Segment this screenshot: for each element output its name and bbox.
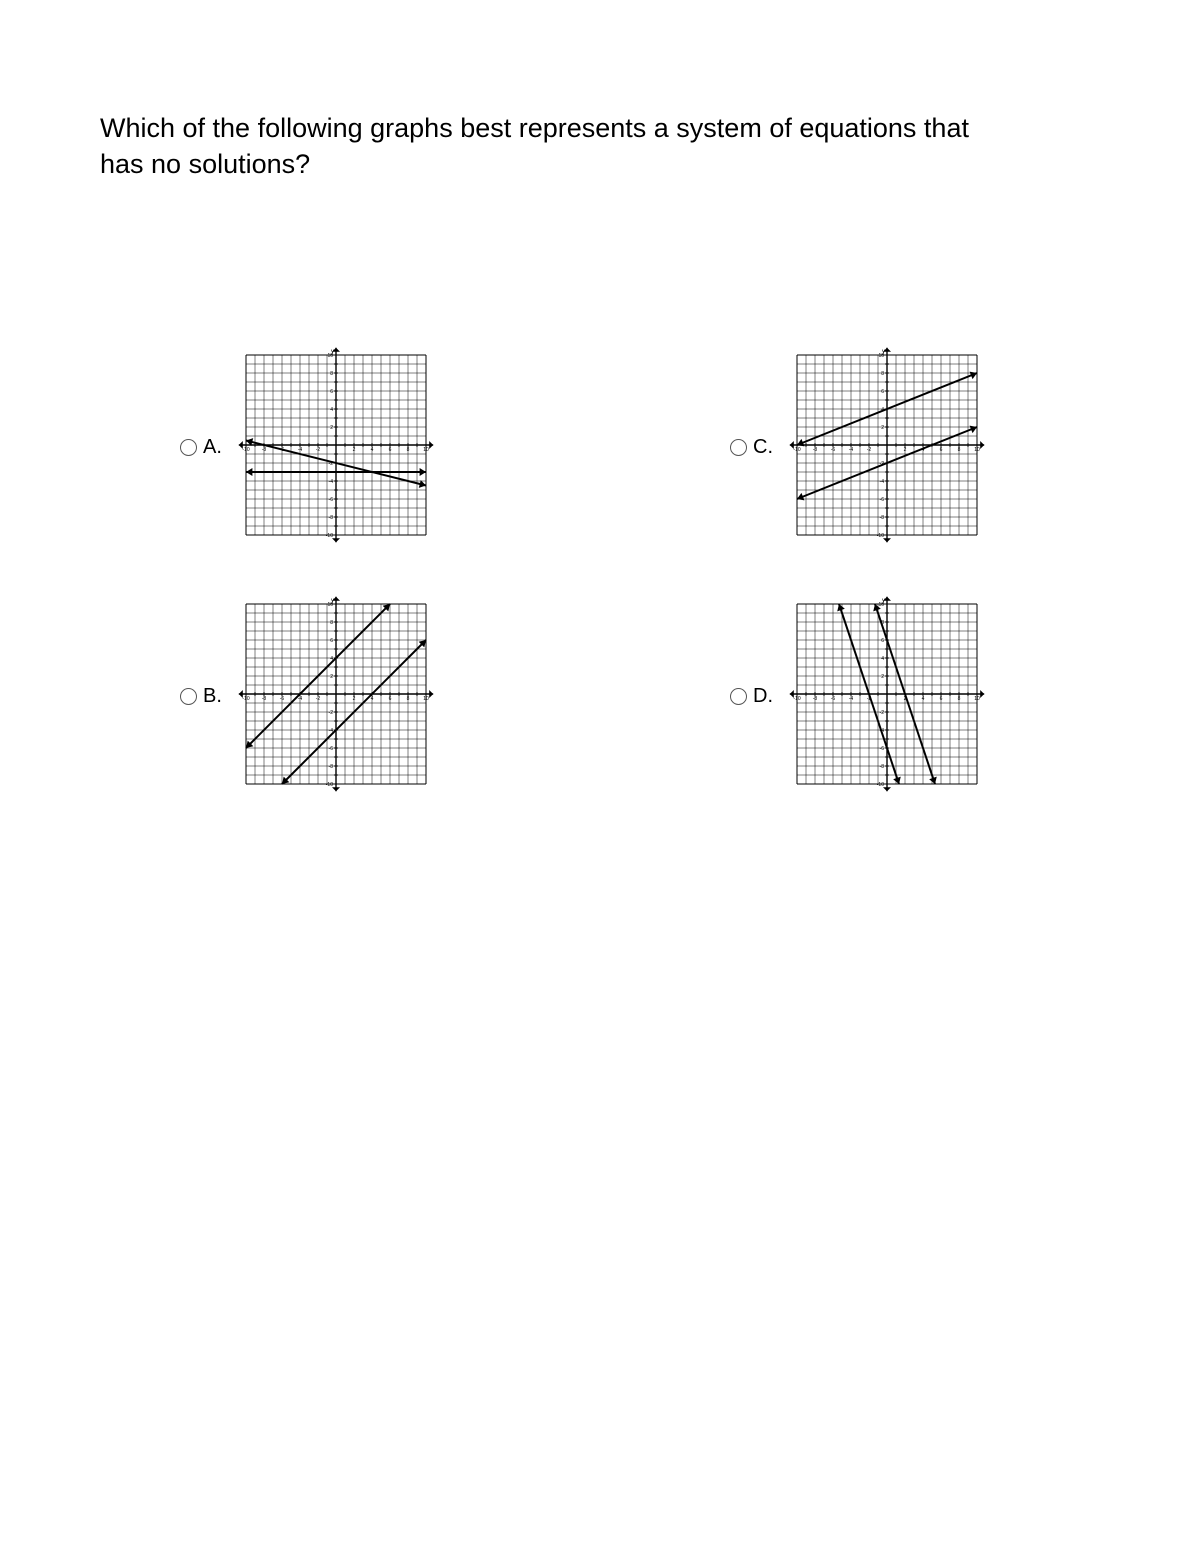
svg-text:-4: -4 [880,479,885,485]
svg-text:4: 4 [330,407,333,413]
svg-text:-10: -10 [877,533,884,539]
svg-text:8: 8 [330,620,333,626]
graph-b: -10-10-8-8-6-6-4-4-2-2224466881010y [234,592,438,801]
svg-text:4: 4 [371,696,374,702]
svg-text:-10: -10 [877,782,884,788]
svg-text:2: 2 [904,447,907,453]
svg-text:-2: -2 [328,710,333,716]
svg-text:8: 8 [958,696,961,702]
svg-text:-4: -4 [849,447,854,453]
svg-text:-8: -8 [813,696,818,702]
svg-text:10: 10 [423,447,429,453]
svg-text:-10: -10 [326,533,333,539]
choice-a[interactable]: A. -10-10-8-8-6-6-4-4-2-2224466881010y [180,343,530,552]
svg-text:10: 10 [974,447,980,453]
svg-text:-2: -2 [880,710,885,716]
svg-text:-6: -6 [328,746,333,752]
svg-text:6: 6 [330,638,333,644]
svg-text:6: 6 [389,696,392,702]
svg-text:8: 8 [958,447,961,453]
svg-text:-4: -4 [849,696,854,702]
choice-label-d: D. [753,685,773,708]
graph-d: -10-10-8-8-6-6-4-4-2-2224466881010y [785,592,989,801]
svg-text:6: 6 [881,638,884,644]
svg-text:6: 6 [940,696,943,702]
svg-text:4: 4 [922,696,925,702]
svg-text:y: y [331,349,334,355]
svg-text:2: 2 [353,696,356,702]
svg-text:-6: -6 [880,497,885,503]
choice-b[interactable]: B. -10-10-8-8-6-6-4-4-2-2224466881010y [180,592,530,801]
graph-a: -10-10-8-8-6-6-4-4-2-2224466881010y [234,343,438,552]
radio-icon[interactable] [730,439,747,456]
svg-text:-6: -6 [280,696,285,702]
svg-text:-8: -8 [328,515,333,521]
svg-text:y: y [882,349,885,355]
svg-text:2: 2 [330,674,333,680]
svg-text:-6: -6 [831,696,836,702]
radio-icon[interactable] [730,688,747,705]
svg-text:8: 8 [881,371,884,377]
svg-text:4: 4 [881,656,884,662]
choice-c[interactable]: C. -10-10-8-8-6-6-4-4-2-2224466881010y [730,343,1080,552]
choice-grid: A. -10 -10 -8 -8 -6 -6 -4 -4 -2 -2 2 2 4 4 6 6 8 8 10 10 y C… [180,343,1080,801]
choice-label-b: B. [203,685,222,708]
choice-d[interactable]: D. -10-10-8-8-6-6-4-4-2-2224466881010y [730,592,1080,801]
svg-text:2: 2 [881,425,884,431]
svg-text:10: 10 [423,696,429,702]
svg-text:-8: -8 [880,764,885,770]
svg-text:8: 8 [407,447,410,453]
svg-text:-10: -10 [242,447,249,453]
svg-text:-8: -8 [813,447,818,453]
svg-text:8: 8 [330,371,333,377]
svg-text:-10: -10 [242,696,249,702]
graph-c: -10-10-8-8-6-6-4-4-2-2224466881010y [785,343,989,552]
svg-text:2: 2 [353,447,356,453]
svg-text:-10: -10 [326,782,333,788]
question-text: Which of the following graphs best repre… [100,110,1000,183]
radio-icon[interactable] [180,688,197,705]
svg-text:-6: -6 [880,746,885,752]
choice-label-c: C. [753,436,773,459]
svg-text:-10: -10 [793,447,800,453]
svg-text:-8: -8 [262,696,267,702]
choice-label-a: A. [203,436,222,459]
svg-text:4: 4 [371,447,374,453]
svg-text:6: 6 [389,447,392,453]
svg-text:-2: -2 [316,696,321,702]
svg-text:2: 2 [330,425,333,431]
svg-text:-6: -6 [831,447,836,453]
svg-text:y: y [882,598,885,604]
svg-text:-2: -2 [867,447,872,453]
svg-text:-8: -8 [880,515,885,521]
svg-text:6: 6 [940,447,943,453]
svg-text:-10: -10 [793,696,800,702]
svg-text:-8: -8 [262,447,267,453]
svg-text:6: 6 [330,389,333,395]
svg-text:10: 10 [974,696,980,702]
svg-text:-8: -8 [328,764,333,770]
svg-text:-2: -2 [316,447,321,453]
svg-text:-6: -6 [328,497,333,503]
svg-text:-4: -4 [298,447,303,453]
svg-text:6: 6 [881,389,884,395]
svg-text:y: y [331,598,334,604]
svg-text:-4: -4 [328,479,333,485]
svg-text:2: 2 [881,674,884,680]
radio-icon[interactable] [180,439,197,456]
svg-text:8: 8 [407,696,410,702]
